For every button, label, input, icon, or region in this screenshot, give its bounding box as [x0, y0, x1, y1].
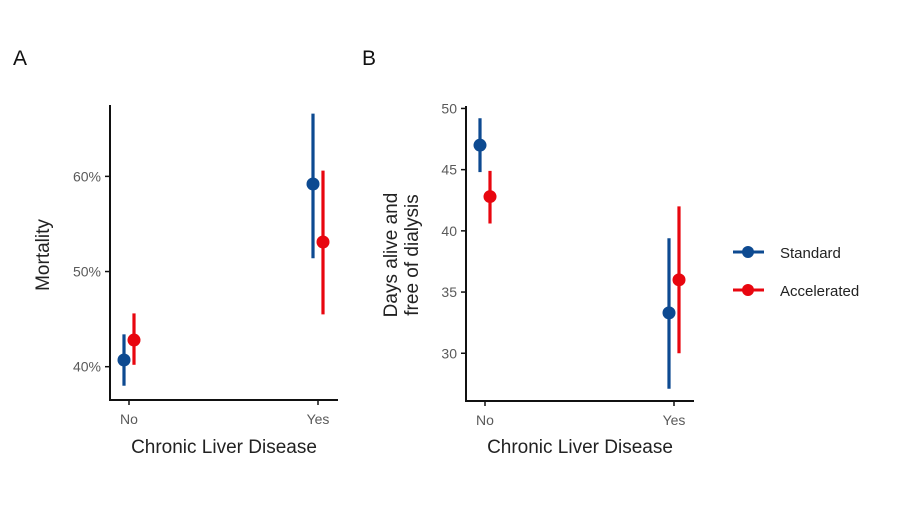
y-tick-label: 30: [441, 345, 457, 361]
y-tick-label: 40%: [73, 359, 101, 375]
legend: Standard Accelerated: [733, 245, 859, 300]
y-axis-title-b-line1: Days alive and: [381, 193, 402, 318]
y-tick-label: 50%: [73, 264, 101, 280]
panel-a: A Mortality Chronic Liver Disease 40% 50%…: [13, 47, 338, 458]
point-standard-no: [117, 353, 131, 367]
x-tick-label: No: [120, 411, 138, 427]
legend-marker-standard: [742, 246, 754, 258]
y-tick-label: 50: [441, 100, 457, 116]
x-tick-label: No: [476, 412, 494, 428]
legend-item-standard[interactable]: Standard: [733, 245, 841, 262]
x-axis-title-b: Chronic Liver Disease: [487, 437, 673, 458]
point-standard-yes: [662, 306, 676, 320]
marks-a: [117, 113, 330, 386]
legend-label-accelerated: Accelerated: [780, 283, 859, 300]
point-accelerated-yes: [672, 273, 686, 287]
point-accelerated-no: [127, 333, 141, 347]
y-ticks-a: 40% 50% 60%: [73, 168, 110, 375]
point-standard-no: [473, 138, 487, 152]
x-tick-label: Yes: [663, 412, 686, 428]
x-axis-title-a: Chronic Liver Disease: [131, 437, 317, 458]
panel-b: B Days alive and free of dialysis Chroni…: [362, 47, 694, 458]
marks-b: [473, 118, 686, 389]
y-ticks-b: 30 35 40 45 50: [441, 100, 466, 361]
panel-label-a: A: [13, 47, 27, 70]
legend-label-standard: Standard: [780, 245, 841, 262]
y-axis-title-b-line2: free of dialysis: [402, 194, 423, 315]
legend-marker-accelerated: [742, 284, 754, 296]
x-ticks-a: No Yes: [120, 400, 329, 427]
y-tick-label: 40: [441, 223, 457, 239]
point-accelerated-no: [483, 190, 497, 204]
panel-label-b: B: [362, 47, 376, 70]
x-ticks-b: No Yes: [476, 401, 685, 428]
x-tick-label: Yes: [307, 411, 330, 427]
y-axis-title-a: Mortality: [33, 219, 54, 291]
y-tick-label: 60%: [73, 168, 101, 184]
point-standard-yes: [306, 177, 320, 191]
legend-item-accelerated[interactable]: Accelerated: [733, 283, 859, 300]
point-accelerated-yes: [316, 235, 330, 249]
y-tick-label: 35: [441, 284, 457, 300]
y-tick-label: 45: [441, 162, 457, 178]
